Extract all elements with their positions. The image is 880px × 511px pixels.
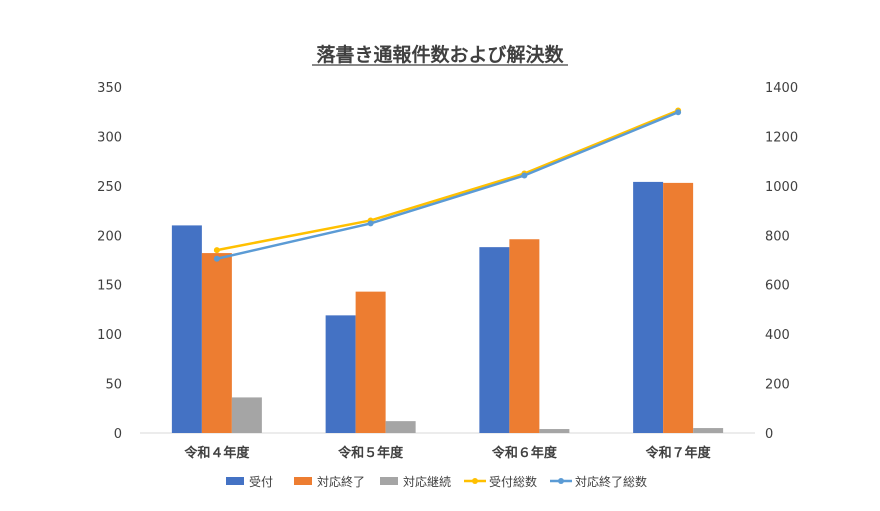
point-対応終了総数-令和７年度 xyxy=(675,109,682,116)
legend-label: 対応継続 xyxy=(403,474,451,489)
y-left-tick-label: 0 xyxy=(114,427,122,442)
bar-受付-令和４年度 xyxy=(171,225,202,433)
point-対応終了総数-令和６年度 xyxy=(521,172,528,179)
legend-label: 受付 xyxy=(249,475,273,489)
chart-title: 落書き通報件数および解決数 xyxy=(316,43,564,66)
point-対応終了総数-令和４年度 xyxy=(213,255,220,262)
y-right-tick-label: 400 xyxy=(765,328,790,343)
y-right-tick-label: 200 xyxy=(765,378,790,393)
category-label: 令和５年度 xyxy=(338,445,404,461)
y-right-tick-label: 1400 xyxy=(765,81,798,96)
legend-label: 受付総数 xyxy=(489,474,537,489)
y-left-tick-label: 150 xyxy=(97,279,122,294)
bar-対応終了-令和５年度 xyxy=(355,291,386,433)
legend-marker-受付総数 xyxy=(472,478,478,484)
bar-対応終了-令和６年度 xyxy=(509,239,540,433)
point-受付総数-令和４年度 xyxy=(213,247,220,254)
legend-label: 対応終了総数 xyxy=(575,474,647,489)
bar-受付-令和６年度 xyxy=(479,247,510,433)
category-label: 令和７年度 xyxy=(646,445,712,461)
y-right-tick-label: 600 xyxy=(765,279,790,294)
y-left-tick-label: 350 xyxy=(97,81,122,96)
bar-series xyxy=(171,181,724,433)
y-right-tick-label: 0 xyxy=(765,427,773,442)
line-対応終了総数 xyxy=(216,111,679,260)
y-left-tick-label: 50 xyxy=(105,378,122,393)
legend-label: 対応終了 xyxy=(317,474,365,489)
y-left-tick-label: 100 xyxy=(97,328,122,343)
bar-受付-令和７年度 xyxy=(633,181,664,433)
y-right-tick-label: 1200 xyxy=(765,130,798,145)
legend-swatch-受付 xyxy=(226,477,244,485)
category-label: 令和６年度 xyxy=(492,445,558,461)
line-series xyxy=(213,107,682,262)
legend-marker-対応終了総数 xyxy=(558,478,564,484)
bar-対応継続-令和７年度 xyxy=(693,428,724,433)
point-対応終了総数-令和５年度 xyxy=(367,220,374,227)
legend-swatch-対応継続 xyxy=(380,477,398,485)
bar-対応終了-令和４年度 xyxy=(201,253,232,433)
bar-受付-令和５年度 xyxy=(325,315,356,433)
y-left-tick-label: 300 xyxy=(97,130,122,145)
line-受付総数 xyxy=(216,109,679,252)
axes: 0 50 100 150 200 250 300 350 0 200 400 600 800 1000 12… xyxy=(97,81,798,461)
legend-swatch-対応終了 xyxy=(294,477,312,485)
legend: 受付 対応終了 対応継続 受付総数 対応終了総数 xyxy=(226,474,647,489)
category-label: 令和４年度 xyxy=(184,445,250,461)
bar-対応継続-令和５年度 xyxy=(385,421,416,433)
bar-対応終了-令和７年度 xyxy=(663,182,694,433)
y-left-tick-label: 250 xyxy=(97,180,122,195)
y-left-tick-label: 200 xyxy=(97,229,122,244)
bar-対応継続-令和４年度 xyxy=(231,397,262,433)
y-right-tick-label: 1000 xyxy=(765,180,798,195)
y-right-tick-label: 800 xyxy=(765,229,790,244)
bar-対応継続-令和６年度 xyxy=(539,429,570,433)
